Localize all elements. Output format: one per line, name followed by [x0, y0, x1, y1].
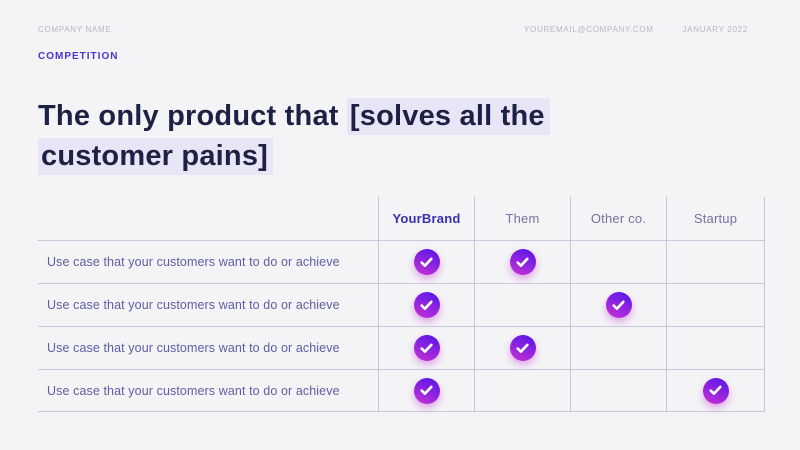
check-icon [413, 377, 440, 404]
check-icon [605, 292, 632, 318]
table-cell [378, 240, 474, 283]
title-line-2: customer pains] [38, 136, 678, 176]
table-cell [474, 369, 570, 412]
check-icon [702, 377, 729, 404]
table-header-spacer [38, 197, 378, 240]
row-label: Use case that your customers want to do … [38, 369, 378, 412]
table-cell [666, 326, 765, 369]
contact-email: YOUREMAIL@COMPANY.COM [524, 25, 654, 34]
table-cell [474, 240, 570, 283]
title-highlight-2: customer pains] [38, 138, 273, 175]
company-name: COMPANY NAME [38, 25, 112, 34]
table-cell [378, 326, 474, 369]
table-cell [474, 326, 570, 369]
check-icon [413, 335, 440, 361]
row-label: Use case that your customers want to do … [38, 326, 378, 369]
check-icon [413, 249, 440, 275]
slide-date: JANUARY 2022 [682, 25, 748, 34]
table-cell [666, 283, 765, 326]
column-header-startup: Startup [666, 197, 765, 240]
column-header-otherco: Other co. [570, 197, 666, 240]
table-cell [570, 326, 666, 369]
table-cell [570, 240, 666, 283]
row-label: Use case that your customers want to do … [38, 240, 378, 283]
table-cell [666, 240, 765, 283]
table-cell [570, 283, 666, 326]
row-label: Use case that your customers want to do … [38, 283, 378, 326]
column-header-yourbrand: YourBrand [378, 197, 474, 240]
table-cell [378, 283, 474, 326]
table-cell [378, 369, 474, 412]
check-icon [509, 335, 536, 361]
table-cell [474, 283, 570, 326]
table-cell [570, 369, 666, 412]
check-icon [509, 249, 536, 275]
slide-title: The only product that [solves all the cu… [38, 96, 678, 176]
title-highlight-1: [solves all the [346, 98, 550, 135]
title-line-1: The only product that [solves all the [38, 96, 678, 136]
title-prefix: The only product that [38, 100, 347, 132]
table-cell [666, 369, 765, 412]
column-header-them: Them [474, 197, 570, 240]
check-icon [413, 292, 440, 318]
section-label: COMPETITION [38, 51, 119, 62]
competition-table: YourBrand Them Other co. Startup Use cas… [38, 197, 765, 412]
